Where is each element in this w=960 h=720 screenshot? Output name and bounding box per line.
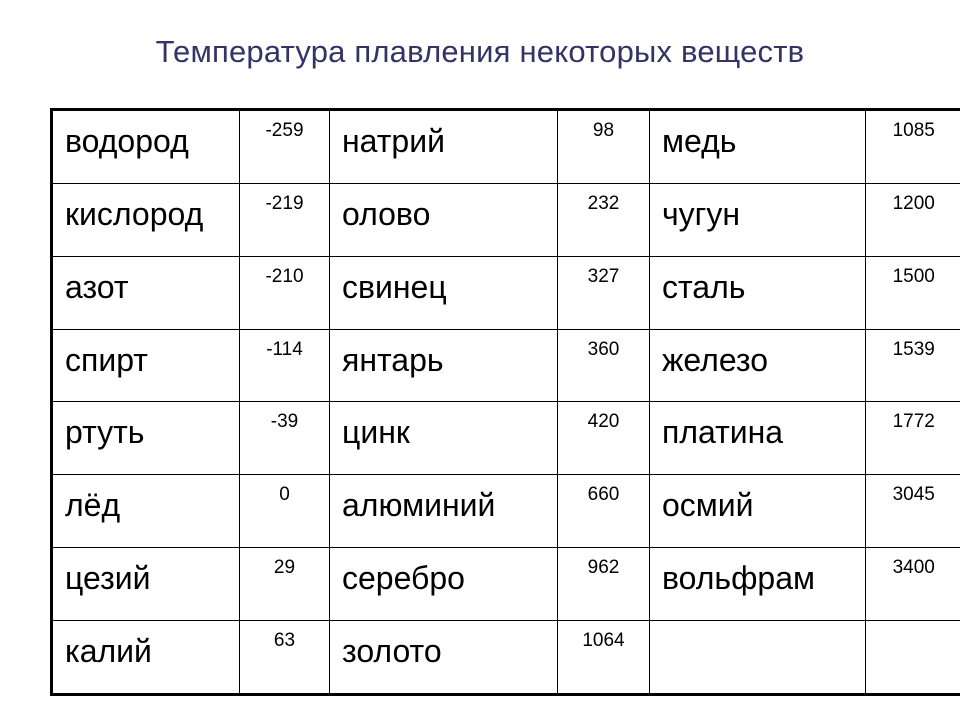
slide-title: Температура плавления некоторых веществ [155,34,805,69]
substance-name: сталь [649,255,866,330]
melting-point-value [865,619,960,695]
substance-name: чугун [649,183,866,257]
substance-name: натрий [329,109,558,185]
melting-point-value: 232 [557,183,650,257]
substance-name: азот [51,255,240,330]
melting-point-value: 1200 [865,183,960,257]
substance-name: свинец [329,255,558,330]
melting-point-value: 3400 [865,547,960,621]
melting-point-value: 327 [557,255,650,330]
substance-name: олово [329,183,558,257]
substance-name: спирт [51,328,240,403]
melting-point-value: 3045 [865,474,960,549]
substance-name: водород [51,109,240,185]
melting-point-value: 98 [557,109,650,185]
melting-point-value: 29 [239,547,330,621]
melting-point-value: 660 [557,474,650,549]
table-row: кислород -219 олово 232 чугун 1200 [51,183,960,257]
table-row: калий 63 золото 1064 [51,619,960,695]
substance-name: вольфрам [649,547,866,621]
melting-point-table: водород -259 натрий 98 медь 1085 кислород -219 о… [50,108,960,696]
melting-point-value: 63 [239,619,330,695]
substance-name: медь [649,109,866,185]
substance-name: цинк [329,401,558,476]
substance-name: алюминий [329,474,558,549]
substance-name: лёд [51,474,240,549]
table-body: водород -259 натрий 98 медь 1085 кислород -219 о… [51,109,960,695]
substance-name: платина [649,401,866,476]
substance-name: цезий [51,547,240,621]
melting-point-value: 1085 [865,109,960,185]
melting-point-value: 1539 [865,328,960,403]
substance-name: серебро [329,547,558,621]
substance-name: золото [329,619,558,695]
melting-point-value: -210 [239,255,330,330]
table-row: спирт -114 янтарь 360 железо 1539 [51,328,960,403]
melting-point-value: -39 [239,401,330,476]
melting-point-value: 1500 [865,255,960,330]
melting-point-value: 360 [557,328,650,403]
substance-name: осмий [649,474,866,549]
melting-point-value: 0 [239,474,330,549]
table-row: цезий 29 серебро 962 вольфрам 3400 [51,547,960,621]
substance-name: железо [649,328,866,403]
table-row: лёд 0 алюминий 660 осмий 3045 [51,474,960,549]
melting-point-value: 1064 [557,619,650,695]
substance-name: кислород [51,183,240,257]
table-row: водород -259 натрий 98 медь 1085 [51,109,960,185]
melting-point-value: 420 [557,401,650,476]
melting-point-value: -114 [239,328,330,403]
substance-name: ртуть [51,401,240,476]
substance-name: калий [51,619,240,695]
melting-point-value: 962 [557,547,650,621]
table-row: ртуть -39 цинк 420 платина 1772 [51,401,960,476]
table-row: азот -210 свинец 327 сталь 1500 [51,255,960,330]
substance-name [649,619,866,695]
substance-name: янтарь [329,328,558,403]
melting-point-value: 1772 [865,401,960,476]
melting-point-value: -219 [239,183,330,257]
melting-point-value: -259 [239,109,330,185]
